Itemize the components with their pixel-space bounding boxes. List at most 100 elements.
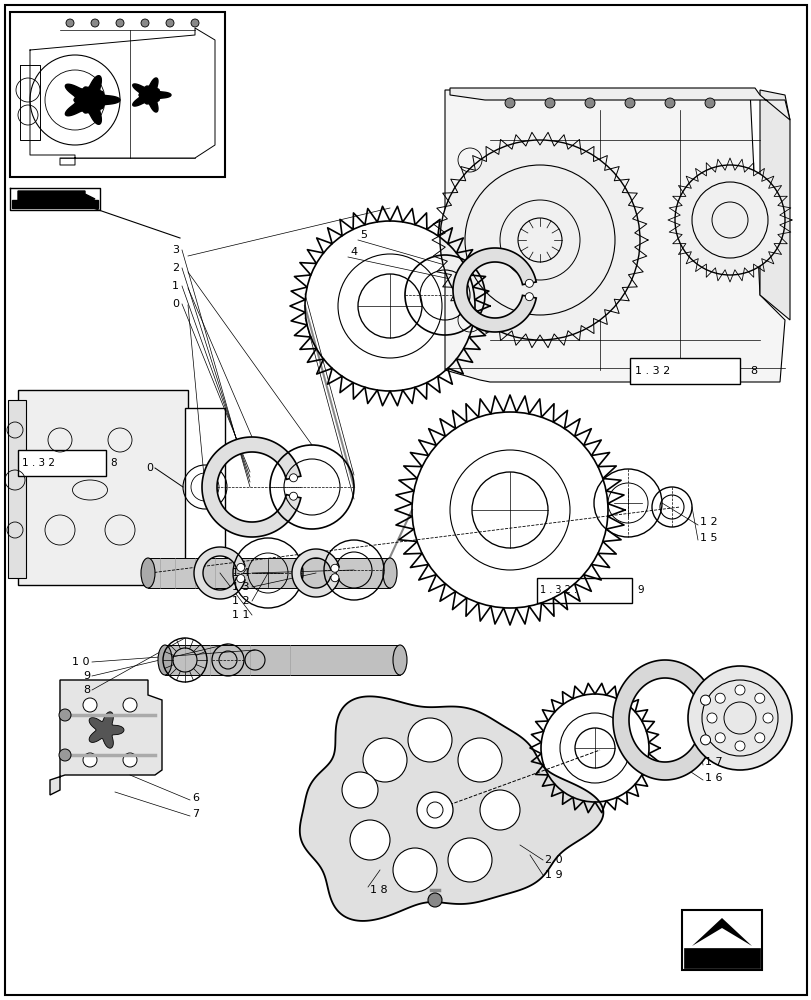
Polygon shape: [299, 696, 603, 921]
Circle shape: [407, 718, 452, 762]
Text: 6: 6: [191, 793, 199, 803]
Polygon shape: [292, 549, 339, 597]
Polygon shape: [194, 547, 245, 599]
Polygon shape: [202, 437, 300, 537]
Polygon shape: [444, 90, 784, 382]
Text: 3: 3: [172, 245, 178, 255]
Circle shape: [762, 713, 772, 723]
Circle shape: [393, 848, 436, 892]
Bar: [18, 450, 106, 476]
Text: 2 0: 2 0: [544, 855, 562, 865]
Circle shape: [350, 820, 389, 860]
Circle shape: [734, 685, 744, 695]
Circle shape: [664, 98, 674, 108]
Circle shape: [141, 19, 148, 27]
Text: 1 8: 1 8: [370, 885, 387, 895]
Circle shape: [700, 695, 710, 705]
Text: 1 3: 1 3: [232, 582, 250, 592]
Text: 8: 8: [83, 685, 90, 695]
Circle shape: [331, 564, 338, 572]
Polygon shape: [449, 88, 789, 120]
Circle shape: [504, 98, 514, 108]
Circle shape: [59, 709, 71, 721]
Circle shape: [427, 893, 441, 907]
Polygon shape: [612, 660, 712, 780]
Polygon shape: [66, 76, 120, 124]
Text: 1 4: 1 4: [232, 568, 250, 578]
Ellipse shape: [141, 558, 155, 588]
Circle shape: [714, 733, 724, 743]
Circle shape: [341, 772, 378, 808]
Text: 1 9: 1 9: [544, 870, 562, 880]
Polygon shape: [165, 645, 400, 675]
Circle shape: [704, 98, 714, 108]
Text: 5: 5: [359, 230, 367, 240]
Circle shape: [448, 838, 491, 882]
Text: 8: 8: [109, 458, 117, 468]
Text: 1 2: 1 2: [699, 517, 717, 527]
Circle shape: [457, 738, 501, 782]
Polygon shape: [691, 918, 751, 946]
Circle shape: [525, 279, 533, 287]
Text: 0: 0: [146, 463, 152, 473]
Circle shape: [83, 753, 97, 767]
Polygon shape: [150, 570, 389, 580]
Text: 1 1: 1 1: [232, 610, 250, 620]
Text: 1 . 3 2: 1 . 3 2: [22, 458, 55, 468]
Text: 1 . 3 2: 1 . 3 2: [634, 366, 669, 376]
Text: 1 2: 1 2: [232, 596, 250, 606]
Circle shape: [624, 98, 634, 108]
Polygon shape: [683, 948, 759, 968]
Ellipse shape: [383, 558, 397, 588]
Circle shape: [584, 98, 594, 108]
Circle shape: [363, 738, 406, 782]
Circle shape: [754, 693, 764, 703]
Polygon shape: [50, 680, 162, 795]
Text: 1: 1: [172, 281, 178, 291]
Circle shape: [116, 19, 124, 27]
Polygon shape: [89, 712, 124, 748]
Ellipse shape: [158, 645, 172, 675]
Circle shape: [165, 19, 174, 27]
Polygon shape: [12, 200, 98, 208]
Ellipse shape: [393, 645, 406, 675]
Text: 9: 9: [83, 671, 90, 681]
Text: 0: 0: [172, 299, 178, 309]
Text: 8: 8: [749, 366, 756, 376]
Bar: [185, 408, 225, 566]
Circle shape: [544, 98, 554, 108]
Polygon shape: [759, 90, 789, 320]
Circle shape: [237, 575, 244, 583]
Circle shape: [331, 574, 338, 582]
Text: 1 6: 1 6: [704, 773, 722, 783]
Circle shape: [479, 790, 519, 830]
Circle shape: [122, 698, 137, 712]
Polygon shape: [132, 78, 171, 112]
Circle shape: [734, 741, 744, 751]
Circle shape: [687, 666, 791, 770]
Circle shape: [700, 735, 710, 745]
Text: 1 0: 1 0: [72, 657, 90, 667]
Bar: [681, 910, 761, 970]
Circle shape: [290, 492, 297, 500]
Circle shape: [674, 165, 784, 275]
Polygon shape: [148, 558, 389, 588]
Polygon shape: [453, 248, 535, 332]
Text: 9: 9: [636, 585, 643, 595]
Circle shape: [191, 19, 199, 27]
Text: 1 . 3 2 .: 1 . 3 2 .: [539, 585, 577, 595]
Circle shape: [525, 293, 533, 301]
Circle shape: [706, 713, 716, 723]
Text: 1 7: 1 7: [704, 757, 722, 767]
Circle shape: [91, 19, 99, 27]
Bar: [18, 390, 188, 585]
Circle shape: [290, 474, 297, 482]
Circle shape: [714, 693, 724, 703]
Circle shape: [237, 563, 244, 571]
Text: 2: 2: [172, 263, 179, 273]
Circle shape: [122, 753, 137, 767]
Circle shape: [66, 19, 74, 27]
Bar: [8, 400, 26, 578]
Circle shape: [417, 792, 453, 828]
Text: 4: 4: [350, 247, 357, 257]
